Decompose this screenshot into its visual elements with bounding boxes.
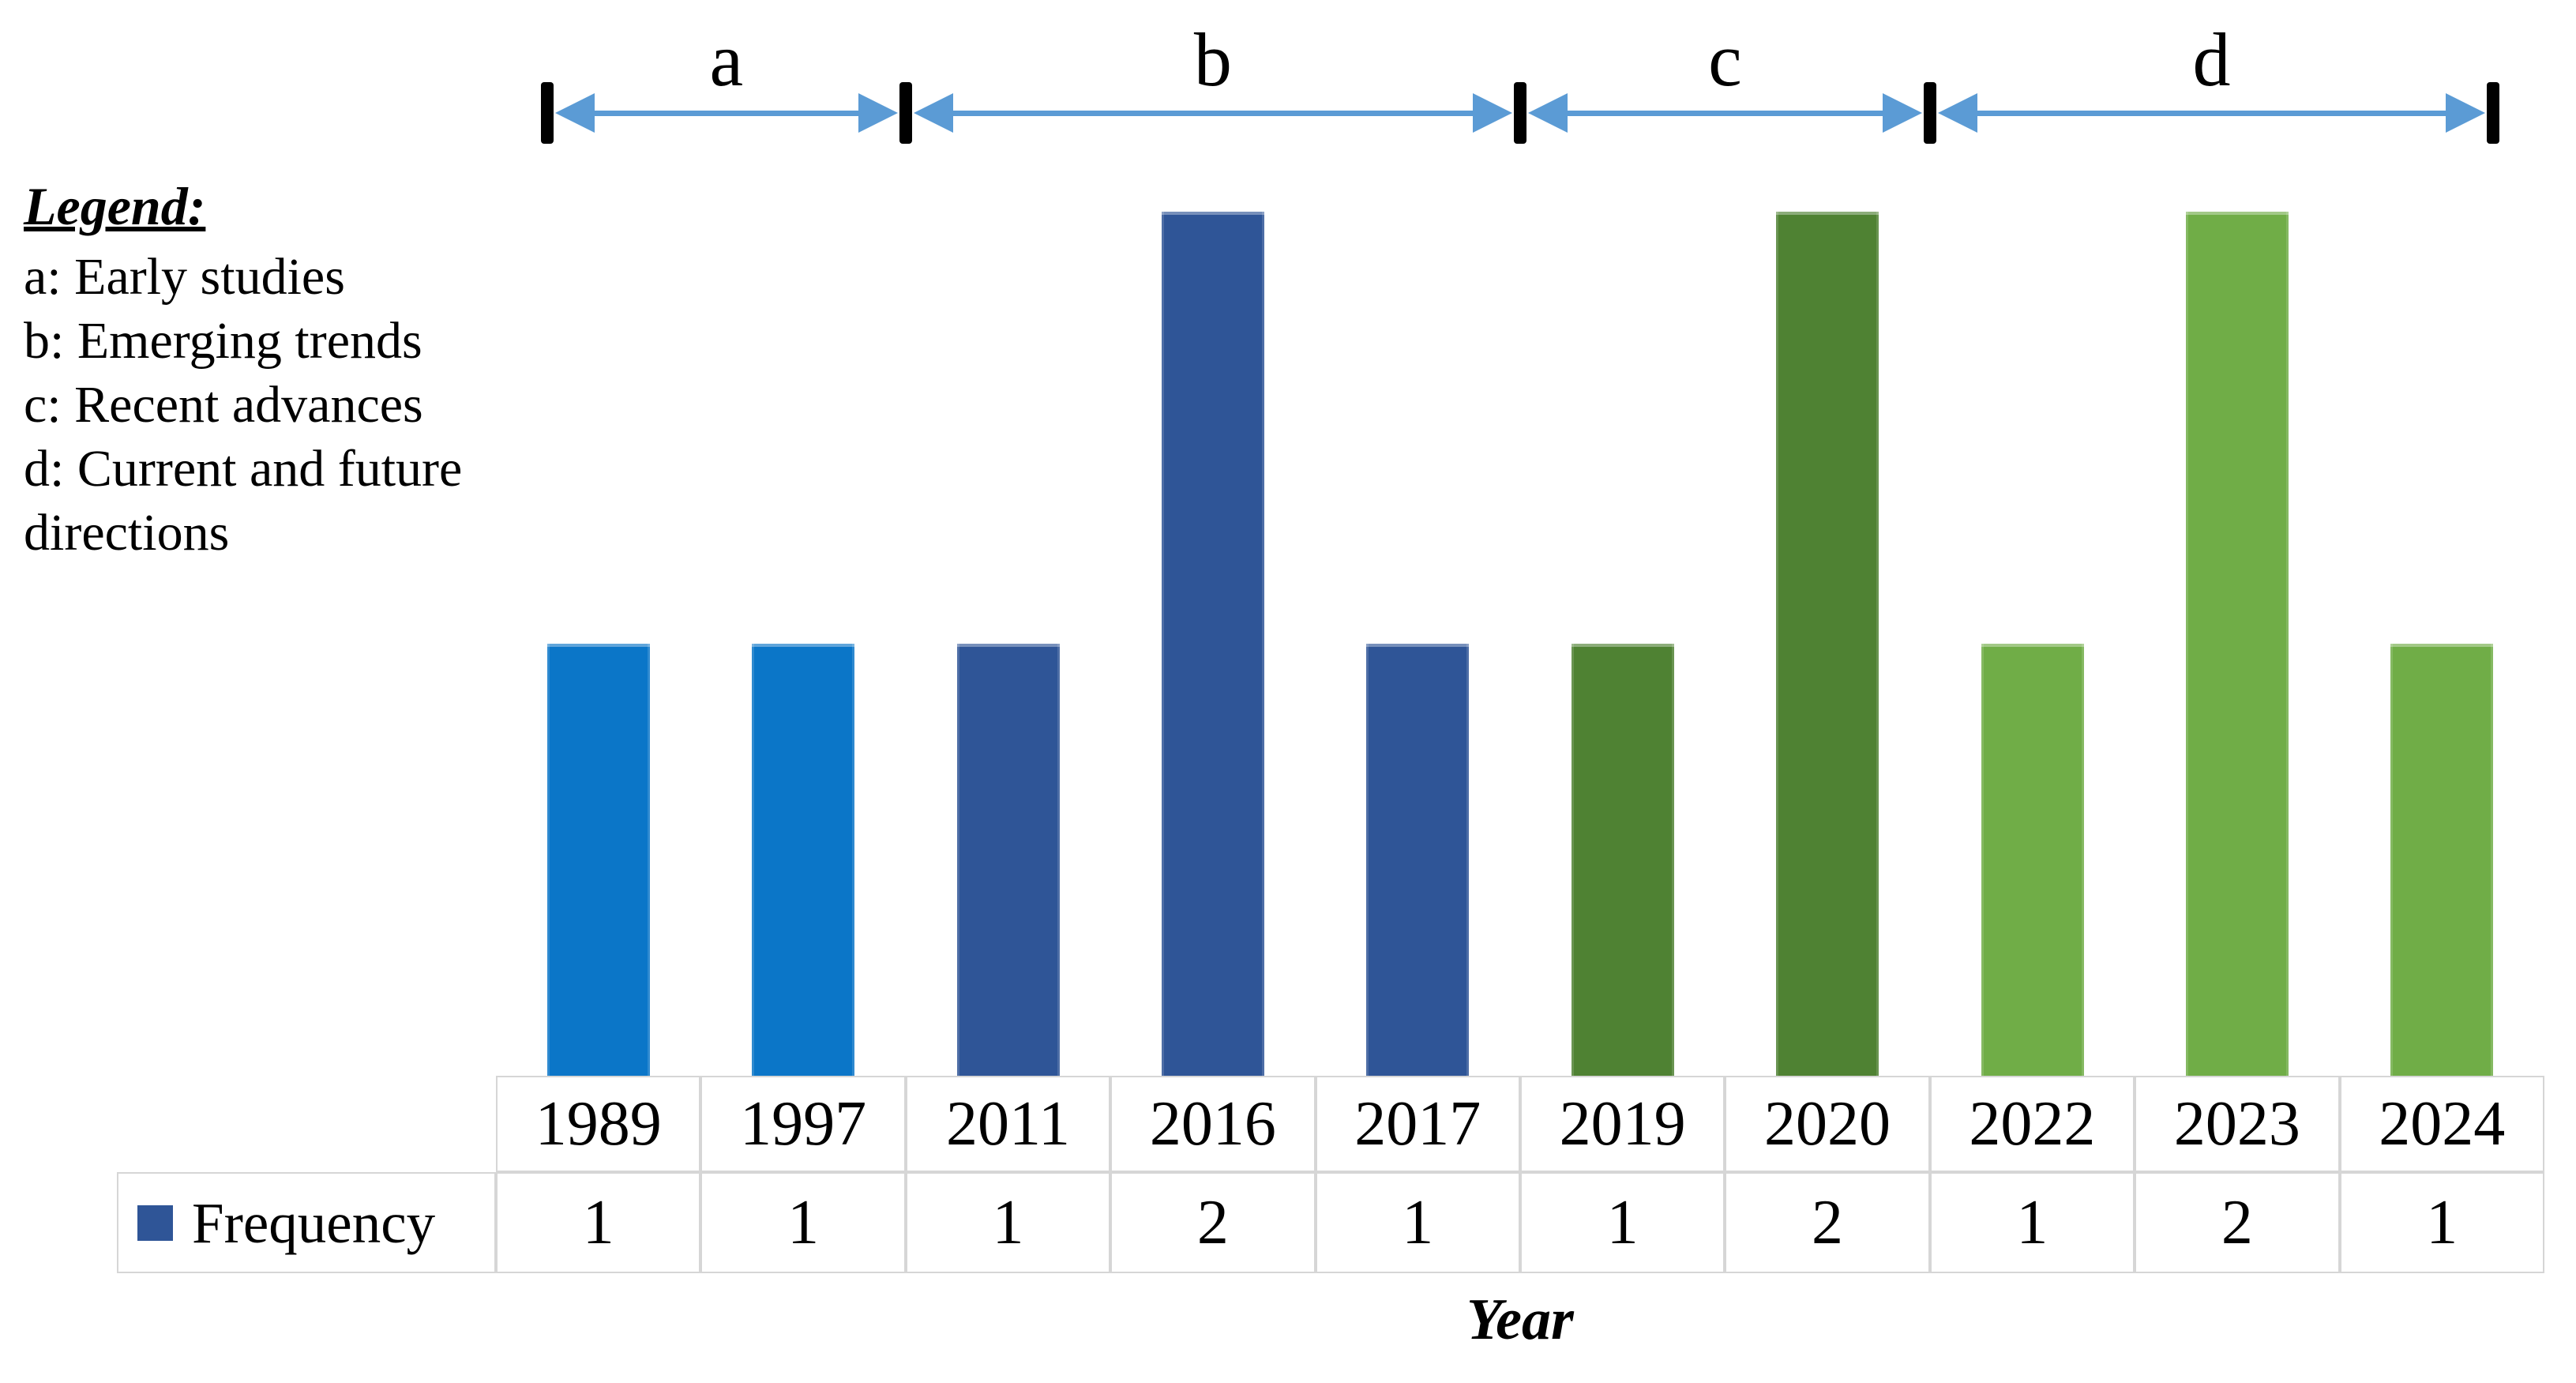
bar-2011 [956, 644, 1060, 1076]
data-table: 1989 1997 2011 2016 2017 2019 2020 2022 2023 2024… [117, 1076, 2544, 1273]
bar-1997 [752, 644, 855, 1076]
frequency-swatch-icon [137, 1204, 173, 1241]
range-tick [1514, 82, 1526, 144]
arrow-right-icon [1473, 93, 1512, 133]
legend-line-d: d: Current and future [24, 440, 463, 498]
freq-cell-2016: 2 [1110, 1172, 1316, 1273]
range-label-b: b [1193, 17, 1232, 102]
table-spacer-cell [117, 1076, 496, 1172]
year-cell-1997: 1997 [700, 1076, 906, 1172]
year-cell-2022: 2022 [1929, 1076, 2135, 1172]
bar-2017 [1366, 644, 1470, 1076]
arrow-right-icon [858, 93, 898, 133]
freq-cell-2022: 1 [1929, 1172, 2135, 1273]
freq-cell-2020: 2 [1725, 1172, 1930, 1273]
range-tick [899, 82, 912, 144]
arrow-right-icon [2446, 93, 2486, 133]
bar-2024 [2390, 644, 2494, 1076]
arrow-left-icon [1937, 93, 1977, 133]
year-cell-2024: 2024 [2339, 1076, 2544, 1172]
year-cell-2019: 2019 [1519, 1076, 1725, 1172]
freq-cell-2019: 1 [1519, 1172, 1725, 1273]
range-arrow-line [948, 111, 1478, 116]
year-cell-2020: 2020 [1725, 1076, 1930, 1172]
freq-cell-2024: 1 [2339, 1172, 2544, 1273]
freq-cell-1989: 1 [496, 1172, 701, 1273]
bar-2022 [1981, 644, 2084, 1076]
freq-cell-2023: 2 [2135, 1172, 2340, 1273]
freq-cell-2011: 1 [905, 1172, 1111, 1273]
legend-title: Legend: [24, 176, 206, 236]
arrow-left-icon [554, 93, 595, 133]
bar-1989 [546, 644, 650, 1076]
legend-line-c: c: Recent advances [24, 376, 423, 434]
legend-line-b: b: Emerging trends [24, 312, 422, 370]
freq-cell-1997: 1 [700, 1172, 906, 1273]
arrow-right-icon [1882, 93, 1922, 133]
range-arrow-line [589, 111, 863, 116]
arrow-left-icon [913, 93, 953, 133]
range-label-d: d [2192, 17, 2231, 102]
bar-2016 [1161, 212, 1264, 1076]
freq-cell-2017: 1 [1315, 1172, 1520, 1273]
bar-2019 [1571, 644, 1674, 1076]
range-tick [2487, 82, 2500, 144]
frequency-label-text: Frequency [192, 1190, 436, 1255]
range-arrow-line [1563, 111, 1887, 116]
x-axis-title: Year [1466, 1287, 1574, 1352]
legend-line-d-wrap: directions [24, 504, 230, 562]
year-cell-2016: 2016 [1110, 1076, 1316, 1172]
frequency-label-cell: Frequency [117, 1172, 496, 1273]
range-label-a: a [709, 17, 744, 102]
range-arrow-line [1972, 111, 2451, 116]
range-axis: a b c d [0, 0, 2576, 205]
year-cell-1989: 1989 [496, 1076, 701, 1172]
bars-area [546, 212, 2494, 1076]
bar-2020 [1776, 212, 1879, 1076]
year-cell-2011: 2011 [905, 1076, 1111, 1172]
range-label-c: c [1708, 17, 1742, 102]
legend-line-a: a: Early studies [24, 248, 345, 306]
year-cell-2023: 2023 [2135, 1076, 2340, 1172]
arrow-left-icon [1528, 93, 1568, 133]
bar-2023 [2185, 212, 2289, 1076]
range-tick [540, 82, 554, 144]
year-cell-2017: 2017 [1315, 1076, 1520, 1172]
legend-block: Legend: a: Early studies b: Emerging tre… [24, 175, 462, 565]
range-tick [1923, 82, 1936, 144]
